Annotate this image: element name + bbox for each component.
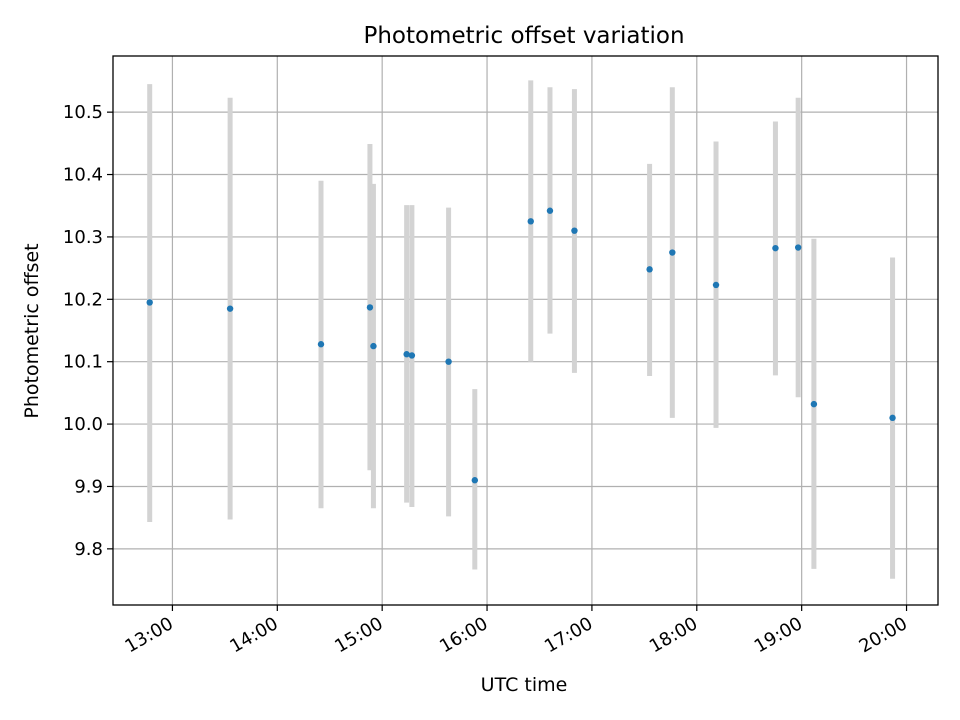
x-tick-label: 18:00 [646,613,701,657]
error-bars [147,80,896,579]
data-point [527,218,534,225]
x-tick-label: 14:00 [226,613,281,657]
data-point [471,477,479,484]
data-point [317,341,325,348]
data-point [146,299,153,306]
data-points [146,207,896,484]
data-point [445,358,452,365]
data-point [370,342,377,350]
data-point [226,305,234,312]
x-tick-label: 13:00 [122,613,177,657]
chart-title: Photometric offset variation [363,23,684,49]
x-axis-ticks: 13:00 14:00 15:00 16:00 17:00 18:00 19:00 20:00 [122,605,911,657]
data-point [546,207,554,214]
data-point [366,304,374,311]
x-axis-label: UTC time [481,674,568,696]
y-tick-label: 10.4 [63,165,103,186]
x-tick-label: 15:00 [331,613,386,657]
plot-frame [112,55,939,606]
data-point [571,227,578,234]
data-point [794,244,802,251]
y-tick-label: 10.2 [63,289,103,310]
y-axis-ticks: 9.8 9.9 10.0 10.1 10.2 10.3 10.4 10.5 [63,102,113,560]
y-tick-label: 9.8 [74,539,103,560]
data-point [772,244,779,252]
data-point [810,400,818,408]
data-point [403,351,410,358]
y-tick-label: 9.9 [74,476,103,497]
data-point [669,249,676,256]
data-point [889,414,896,422]
x-tick-label: 16:00 [436,613,491,657]
x-tick-label: 17:00 [541,613,596,657]
y-axis-label: Photometric offset [21,243,43,418]
data-point [408,352,416,359]
y-tick-label: 10.5 [63,102,103,123]
x-tick-label: 20:00 [856,613,911,657]
y-tick-label: 10.0 [63,414,103,435]
data-point [712,281,720,289]
y-tick-label: 10.3 [63,227,103,248]
data-point [646,266,653,273]
x-tick-label: 19:00 [751,613,806,657]
y-tick-label: 10.1 [63,352,103,373]
